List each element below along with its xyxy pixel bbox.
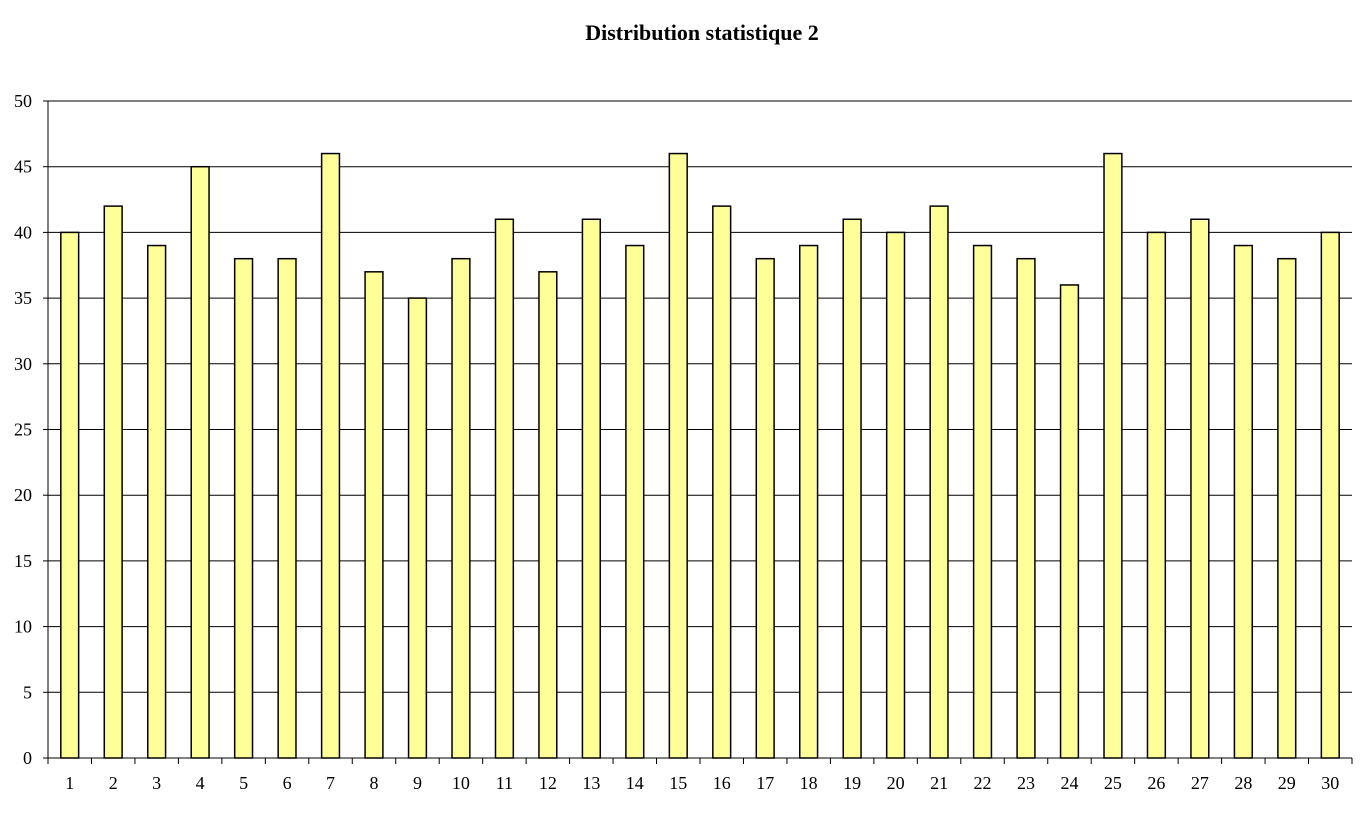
bar-4 (190, 165, 210, 759)
bar-14 (625, 244, 645, 759)
x-tick-label: 3 (152, 773, 161, 793)
chart-title: Distribution statistique 2 (585, 20, 819, 45)
x-tick-label: 16 (713, 773, 731, 793)
x-tick-label: 26 (1147, 773, 1165, 793)
y-tick-label: 50 (14, 91, 32, 111)
x-tick-label: 28 (1234, 773, 1252, 793)
bar-1 (60, 231, 80, 759)
bar-27 (1190, 218, 1210, 759)
x-tick-label: 15 (669, 773, 687, 793)
x-tick-label: 7 (326, 773, 335, 793)
bar-26 (1146, 231, 1167, 759)
bar-16 (712, 205, 732, 759)
x-tick-label: 19 (843, 773, 861, 793)
y-tick-label: 5 (23, 682, 32, 702)
x-tick-label: 23 (1017, 773, 1035, 793)
bar-10 (451, 257, 471, 759)
bars (60, 152, 1340, 759)
x-tick-label: 9 (413, 773, 422, 793)
bar-2 (103, 205, 123, 759)
bar-13 (581, 218, 601, 759)
x-tick-label: 22 (974, 773, 992, 793)
y-tick-labels: 0 5 10 15 20 25 30 35 40 45 50 (14, 91, 32, 768)
bar-15 (668, 152, 688, 759)
x-tick-labels: 1 2 3 4 5 6 7 8 9 10 11 12 13 14 15 16 17 18 19 20 21 22 23 24 2… (65, 773, 1339, 793)
x-tick-label: 5 (239, 773, 248, 793)
x-tick-label: 30 (1321, 773, 1339, 793)
y-tick-label: 20 (14, 485, 32, 505)
x-tick-label: 6 (283, 773, 292, 793)
y-tick-label: 45 (14, 157, 32, 177)
x-tick-label: 17 (756, 773, 774, 793)
x-tick-label: 24 (1060, 773, 1078, 793)
gridlines (48, 100, 1352, 693)
y-tick-label: 25 (14, 420, 32, 440)
x-tick-label: 29 (1278, 773, 1296, 793)
x-tick-label: 4 (196, 773, 205, 793)
bar-23 (1016, 257, 1036, 759)
x-tick-label: 2 (109, 773, 118, 793)
bar-12 (538, 271, 558, 759)
bar-28 (1233, 244, 1253, 759)
x-tick-label: 21 (930, 773, 948, 793)
bar-18 (799, 244, 819, 759)
x-tick-label: 12 (539, 773, 557, 793)
y-tick-label: 40 (14, 222, 32, 242)
bar-24 (1059, 284, 1080, 759)
bar-7 (320, 152, 341, 759)
bar-21 (929, 205, 949, 759)
axes (43, 100, 1353, 764)
x-tick-label: 18 (800, 773, 818, 793)
x-tick-label: 25 (1104, 773, 1122, 793)
y-tick-label: 0 (23, 748, 32, 768)
x-tick-label: 1 (65, 773, 74, 793)
y-tick-label: 35 (14, 288, 32, 308)
x-tick-label: 11 (496, 773, 513, 793)
x-tick-label: 10 (452, 773, 470, 793)
y-tick-label: 10 (14, 617, 32, 637)
bar-19 (842, 218, 862, 759)
bar-25 (1103, 152, 1123, 759)
bar-11 (494, 218, 515, 759)
bar-29 (1277, 257, 1297, 759)
y-tick-label: 15 (14, 551, 32, 571)
y-tick-label: 30 (14, 354, 32, 374)
x-tick-label: 20 (887, 773, 905, 793)
bar-22 (972, 244, 993, 759)
bar-17 (755, 257, 775, 759)
x-tick-label: 13 (582, 773, 600, 793)
x-tick-label: 8 (370, 773, 379, 793)
bar-6 (277, 257, 297, 759)
bar-9 (407, 297, 428, 759)
bar-3 (147, 244, 167, 759)
x-tick-label: 14 (626, 773, 644, 793)
bar-5 (233, 257, 254, 759)
x-tick-label: 27 (1191, 773, 1209, 793)
bar-8 (364, 271, 384, 759)
bar-20 (885, 231, 906, 759)
bar-30 (1320, 231, 1340, 759)
